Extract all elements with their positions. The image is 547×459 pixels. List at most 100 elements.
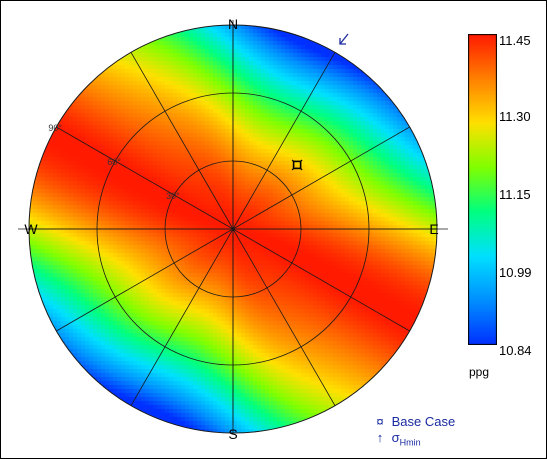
heatmap-cell bbox=[117, 177, 121, 181]
heatmap-cell bbox=[229, 213, 233, 217]
heatmap-cell bbox=[369, 201, 373, 205]
heatmap-cell bbox=[297, 233, 301, 237]
heatmap-cell bbox=[397, 233, 401, 237]
heatmap-cell bbox=[161, 201, 165, 205]
heatmap-cell bbox=[229, 81, 233, 85]
heatmap-cell bbox=[281, 217, 285, 221]
heatmap-cell bbox=[213, 189, 217, 193]
heatmap-cell bbox=[173, 73, 177, 77]
heatmap-cell bbox=[221, 193, 225, 197]
heatmap-cell bbox=[305, 49, 309, 53]
heatmap-cell bbox=[217, 41, 221, 45]
heatmap-cell bbox=[393, 121, 397, 125]
heatmap-cell bbox=[305, 161, 309, 165]
heatmap-cell bbox=[213, 133, 217, 137]
heatmap-cell bbox=[137, 77, 141, 81]
heatmap-cell bbox=[45, 169, 49, 173]
heatmap-cell bbox=[161, 85, 165, 89]
heatmap-cell bbox=[265, 121, 269, 125]
heatmap-cell bbox=[213, 129, 217, 133]
heatmap-cell bbox=[65, 137, 69, 141]
heatmap-cell bbox=[121, 73, 125, 77]
heatmap-cell bbox=[185, 57, 189, 61]
heatmap-cell bbox=[145, 89, 149, 93]
heatmap-cell bbox=[165, 53, 169, 57]
heatmap-cell bbox=[129, 193, 133, 197]
heatmap-cell bbox=[193, 185, 197, 189]
heatmap-cell bbox=[85, 125, 89, 129]
heatmap-cell bbox=[309, 93, 313, 97]
heatmap-cell bbox=[409, 129, 413, 133]
heatmap-cell bbox=[137, 245, 141, 249]
heatmap-cell bbox=[389, 189, 393, 193]
heatmap-cell bbox=[433, 185, 437, 189]
heatmap-cell bbox=[405, 221, 409, 225]
heatmap-cell bbox=[229, 249, 233, 253]
heatmap-cell bbox=[261, 237, 265, 241]
heatmap-cell bbox=[365, 173, 369, 177]
heatmap-cell bbox=[233, 113, 237, 117]
heatmap-cell bbox=[101, 185, 105, 189]
heatmap-cell bbox=[237, 125, 241, 129]
heatmap-cell bbox=[173, 29, 177, 33]
heatmap-cell bbox=[125, 149, 129, 153]
heatmap-cell bbox=[197, 169, 201, 173]
heatmap-cell bbox=[409, 205, 413, 209]
heatmap-cell bbox=[109, 205, 113, 209]
heatmap-cell bbox=[261, 125, 265, 129]
heatmap-cell bbox=[213, 117, 217, 121]
heatmap-cell bbox=[157, 185, 161, 189]
heatmap-cell bbox=[273, 41, 277, 45]
heatmap-cell bbox=[157, 57, 161, 61]
heatmap-cell bbox=[353, 73, 357, 77]
heatmap-cell bbox=[297, 109, 301, 113]
heatmap-cell bbox=[221, 105, 225, 109]
heatmap-cell bbox=[181, 81, 185, 85]
heatmap-cell bbox=[181, 157, 185, 161]
heatmap-cell bbox=[329, 137, 333, 141]
heatmap-cell bbox=[209, 185, 213, 189]
heatmap-cell bbox=[217, 49, 221, 53]
heatmap-cell bbox=[297, 29, 301, 33]
heatmap-cell bbox=[241, 121, 245, 125]
heatmap-cell bbox=[173, 225, 177, 229]
heatmap-cell bbox=[269, 69, 273, 73]
heatmap-cell bbox=[149, 113, 153, 117]
heatmap-cell bbox=[377, 205, 381, 209]
heatmap-cell bbox=[137, 85, 141, 89]
heatmap-cell bbox=[145, 53, 149, 57]
heatmap-cell bbox=[157, 137, 161, 141]
heatmap-cell bbox=[369, 141, 373, 145]
heatmap-cell bbox=[129, 105, 133, 109]
heatmap-cell bbox=[421, 157, 425, 161]
heatmap-cell bbox=[89, 225, 93, 229]
heatmap-cell bbox=[245, 73, 249, 77]
heatmap-cell bbox=[273, 185, 277, 189]
heatmap-cell bbox=[337, 105, 341, 109]
heatmap-cell bbox=[309, 193, 313, 197]
heatmap-cell bbox=[97, 189, 101, 193]
heatmap-cell bbox=[257, 41, 261, 45]
heatmap-cell bbox=[81, 109, 85, 113]
heatmap-cell bbox=[165, 65, 169, 69]
heatmap-cell bbox=[305, 65, 309, 69]
heatmap-cell bbox=[133, 205, 137, 209]
heatmap-cell bbox=[377, 237, 381, 241]
heatmap-cell bbox=[429, 185, 433, 189]
heatmap-cell bbox=[93, 193, 97, 197]
heatmap-cell bbox=[273, 93, 277, 97]
heatmap-cell bbox=[105, 101, 109, 105]
heatmap-cell bbox=[133, 149, 137, 153]
heatmap-cell bbox=[341, 145, 345, 149]
heatmap-cell bbox=[189, 149, 193, 153]
heatmap-cell bbox=[217, 193, 221, 197]
heatmap-cell bbox=[97, 125, 101, 129]
heatmap-cell bbox=[265, 45, 269, 49]
heatmap-cell bbox=[337, 141, 341, 145]
heatmap-cell bbox=[109, 101, 113, 105]
heatmap-cell bbox=[117, 105, 121, 109]
heatmap-cell bbox=[157, 157, 161, 161]
heatmap-cell bbox=[289, 101, 293, 105]
heatmap-cell bbox=[417, 229, 421, 233]
heatmap-cell bbox=[413, 229, 417, 233]
